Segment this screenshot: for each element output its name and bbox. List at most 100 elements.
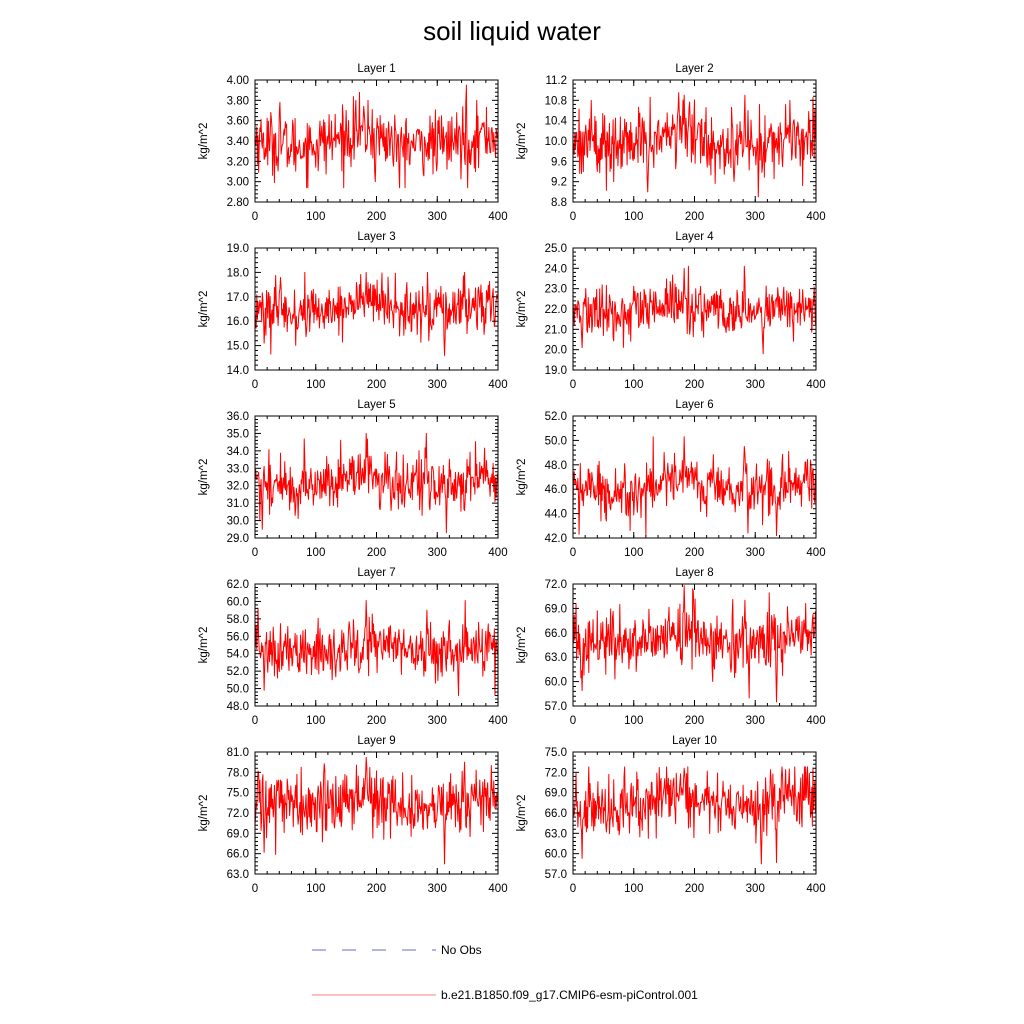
x-tick-label: 300 <box>746 211 765 223</box>
x-tick-label: 0 <box>252 211 258 223</box>
y-tick-label: 3.40 <box>227 136 249 148</box>
y-tick-label: 60.0 <box>227 596 249 608</box>
x-tick-label: 100 <box>624 547 643 559</box>
y-tick-label: 10.4 <box>545 116 568 128</box>
y-tick-label: 22.0 <box>545 304 567 316</box>
panel-title: Layer 7 <box>357 567 395 579</box>
panel-layer-6: Layer 6 0 100 200 300 400 42.0 44.0 46.0 48.0 50.0… <box>516 399 826 559</box>
y-tick-label: 23.0 <box>545 284 567 296</box>
x-tick-label: 300 <box>428 547 447 559</box>
x-tick-label: 0 <box>570 715 576 727</box>
y-tick-label: 3.00 <box>227 177 249 189</box>
x-tick-label: 100 <box>306 379 325 391</box>
x-tick-label: 200 <box>685 883 704 895</box>
y-axis-label: kg/m^2 <box>198 627 210 664</box>
y-tick-label: 60.0 <box>545 677 567 689</box>
y-tick-label: 3.80 <box>227 95 249 107</box>
y-tick-label: 24.0 <box>545 263 567 275</box>
panel-layer-4: Layer 4 0 100 200 300 400 19.0 20.0 21.0 22.0 23.0… <box>516 231 826 391</box>
x-tick-label: 100 <box>306 715 325 727</box>
y-tick-label: 2.80 <box>227 197 249 209</box>
x-tick-label: 0 <box>570 547 576 559</box>
x-tick-label: 300 <box>428 883 447 895</box>
y-tick-label: 15.0 <box>227 341 249 353</box>
x-tick-label: 200 <box>685 211 704 223</box>
y-tick-label: 69.0 <box>545 603 567 615</box>
panel-layer-1: Layer 1 0 100 200 300 400 2.80 3.00 3.20 3.40 3.60… <box>198 63 508 223</box>
y-tick-label: 48.0 <box>227 701 249 713</box>
panel-title: Layer 1 <box>357 63 395 75</box>
x-tick-label: 400 <box>488 547 507 559</box>
y-tick-label: 58.0 <box>227 614 249 626</box>
x-tick-label: 400 <box>806 547 825 559</box>
x-tick-label: 400 <box>488 715 507 727</box>
y-tick-label: 52.0 <box>545 411 567 423</box>
legend-label-no-obs: No Obs <box>441 943 482 957</box>
x-tick-label: 400 <box>806 883 825 895</box>
x-tick-label: 0 <box>570 379 576 391</box>
x-tick-label: 0 <box>252 547 258 559</box>
y-tick-label: 52.0 <box>227 666 249 678</box>
y-tick-label: 54.0 <box>227 649 249 661</box>
y-axis-label: kg/m^2 <box>198 291 210 328</box>
x-tick-label: 300 <box>746 547 765 559</box>
series-line <box>254 600 498 697</box>
y-tick-label: 72.0 <box>545 767 567 779</box>
y-tick-label: 60.0 <box>545 849 567 861</box>
y-tick-label: 75.0 <box>545 747 567 759</box>
y-tick-label: 50.0 <box>545 435 567 447</box>
y-axis-label: kg/m^2 <box>198 459 210 496</box>
y-tick-label: 30.0 <box>227 516 249 528</box>
x-tick-label: 400 <box>806 211 825 223</box>
y-tick-label: 72.0 <box>227 808 249 820</box>
panel-layer-5: Layer 5 0 100 200 300 400 29.0 30.0 31.0 32.0 33.0… <box>198 399 508 559</box>
y-axis-label: kg/m^2 <box>516 795 528 832</box>
x-tick-label: 400 <box>488 211 507 223</box>
y-tick-label: 63.0 <box>545 828 567 840</box>
x-tick-label: 200 <box>685 379 704 391</box>
y-tick-label: 9.2 <box>551 177 567 189</box>
x-tick-label: 200 <box>367 715 386 727</box>
y-tick-label: 62.0 <box>227 579 249 591</box>
x-tick-label: 100 <box>306 883 325 895</box>
x-tick-label: 100 <box>624 211 643 223</box>
x-tick-label: 100 <box>624 883 643 895</box>
x-tick-label: 300 <box>746 379 765 391</box>
panel-title: Layer 4 <box>675 231 714 243</box>
series-line <box>254 271 498 356</box>
legend-label-model: b.e21.B1850.f09_g17.CMIP6-esm-piControl.… <box>441 988 698 1002</box>
y-tick-label: 81.0 <box>227 747 249 759</box>
x-tick-label: 400 <box>488 379 507 391</box>
series-line <box>254 756 498 865</box>
panel-title: Layer 8 <box>675 567 713 579</box>
y-tick-label: 72.0 <box>545 579 567 591</box>
y-tick-label: 29.0 <box>227 533 249 545</box>
y-tick-label: 63.0 <box>545 652 567 664</box>
y-tick-label: 75.0 <box>227 788 249 800</box>
y-tick-label: 42.0 <box>545 533 567 545</box>
y-tick-label: 19.0 <box>227 243 249 255</box>
y-tick-label: 48.0 <box>545 460 567 472</box>
y-axis-label: kg/m^2 <box>516 459 528 496</box>
x-tick-label: 0 <box>252 379 258 391</box>
y-axis-label: kg/m^2 <box>516 291 528 328</box>
y-tick-label: 57.0 <box>545 869 567 881</box>
panel-title: Layer 3 <box>357 231 395 243</box>
x-tick-label: 200 <box>367 547 386 559</box>
panel-title: Layer 10 <box>672 735 717 747</box>
y-tick-label: 10.8 <box>545 95 567 107</box>
x-tick-label: 0 <box>570 883 576 895</box>
y-tick-label: 3.20 <box>227 156 249 168</box>
y-tick-label: 44.0 <box>545 509 567 521</box>
x-tick-label: 300 <box>428 715 447 727</box>
y-tick-label: 31.0 <box>227 498 249 510</box>
series-line <box>572 92 816 198</box>
y-tick-label: 35.0 <box>227 428 249 440</box>
x-tick-label: 100 <box>306 211 325 223</box>
y-tick-label: 57.0 <box>545 701 567 713</box>
panel-layer-8: Layer 8 0 100 200 300 400 57.0 60.0 63.0 66.0 69.0… <box>516 567 826 727</box>
y-tick-label: 25.0 <box>545 243 567 255</box>
y-tick-label: 18.0 <box>227 267 249 279</box>
y-tick-label: 69.0 <box>227 828 249 840</box>
